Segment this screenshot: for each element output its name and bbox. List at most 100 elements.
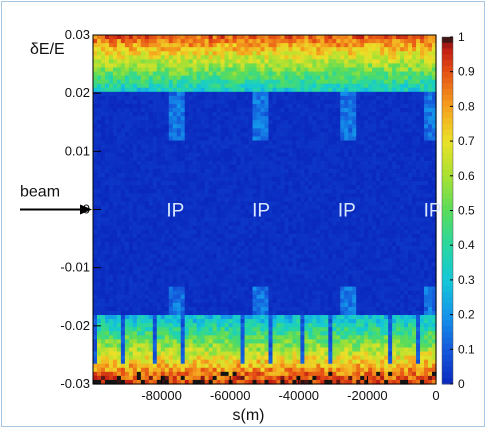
heatmap-cell	[172, 168, 178, 174]
heatmap-cell	[236, 315, 242, 320]
heatmap-cell	[208, 237, 214, 243]
heatmap-cell	[232, 120, 238, 125]
heatmap-cell	[176, 246, 182, 251]
heatmap-cell	[136, 339, 142, 345]
heatmap-cell	[216, 213, 222, 219]
heatmap-cell	[316, 286, 321, 292]
heatmap-cell	[216, 323, 222, 328]
heatmap-cell	[316, 55, 321, 60]
heatmap-cell	[280, 156, 286, 162]
heatmap-cell	[260, 128, 266, 133]
heatmap-cell	[288, 363, 294, 369]
heatmap-cell	[116, 274, 122, 280]
heatmap-cell	[204, 286, 210, 292]
heatmap-cell	[280, 367, 286, 373]
heatmap-cell	[224, 217, 230, 223]
heatmap-cell	[136, 55, 142, 60]
heatmap-cell	[288, 217, 294, 223]
heatmap-cell	[224, 266, 230, 271]
heatmap-cell	[236, 213, 242, 219]
heatmap-cell	[204, 136, 210, 142]
heatmap-cell	[93, 43, 98, 48]
heatmap-cell	[100, 35, 106, 40]
heatmap-cell	[304, 319, 309, 324]
heatmap-cell	[240, 209, 246, 215]
heatmap-cell	[260, 363, 266, 369]
heatmap-cell	[208, 290, 214, 296]
heatmap-cell	[104, 379, 110, 385]
heatmap-cell	[204, 306, 210, 312]
heatmap-cell	[228, 43, 234, 48]
heatmap-cell	[184, 339, 190, 345]
heatmap-cell	[292, 59, 298, 65]
heatmap-cell	[320, 347, 325, 353]
heatmap-cell	[240, 67, 246, 73]
heatmap-cell	[100, 197, 106, 202]
heatmap-cell	[168, 331, 174, 336]
heatmap-cell	[100, 132, 106, 138]
heatmap-cell	[228, 172, 234, 178]
heatmap-cell	[184, 87, 190, 93]
heatmap-cell	[288, 83, 294, 89]
heatmap-cell	[96, 319, 102, 324]
heatmap-cell	[264, 75, 270, 81]
heatmap-cell	[240, 120, 246, 125]
heatmap-cell	[300, 351, 305, 357]
heatmap-cell	[176, 87, 182, 93]
heatmap-cell	[116, 310, 122, 316]
heatmap-cell	[128, 63, 134, 69]
heatmap-cell	[136, 315, 142, 320]
heatmap-cell	[256, 87, 262, 93]
heatmap-cell	[232, 229, 238, 235]
heatmap-cell	[296, 250, 301, 255]
heatmap-cell	[184, 367, 190, 373]
heatmap-cell	[256, 63, 262, 69]
heatmap-cell	[148, 177, 154, 182]
heatmap-cell	[308, 237, 313, 243]
heatmap-cell	[280, 197, 286, 202]
heatmap-cell	[200, 152, 206, 158]
heatmap-cell	[220, 189, 226, 194]
heatmap-cell	[320, 209, 325, 215]
heatmap-cell	[188, 201, 194, 207]
heatmap-cell	[268, 152, 274, 158]
heatmap-cell	[260, 246, 266, 251]
heatmap-cell	[220, 172, 226, 178]
heatmap-cell	[204, 164, 210, 170]
heatmap-cell	[260, 39, 266, 44]
heatmap-cell	[220, 116, 226, 121]
heatmap-cell	[264, 205, 270, 211]
heatmap-cell	[308, 43, 313, 48]
heatmap-cell	[252, 103, 258, 109]
heatmap-cell	[292, 258, 298, 263]
heatmap-cell	[252, 270, 258, 276]
heatmap-cell	[272, 43, 278, 48]
heatmap-cell	[208, 319, 214, 324]
heatmap-cell	[260, 359, 266, 365]
heatmap-cell	[196, 152, 202, 158]
heatmap-cell	[104, 225, 110, 231]
heatmap-cell	[188, 75, 194, 81]
heatmap-cell	[184, 315, 190, 320]
heatmap-cell	[140, 164, 146, 170]
heatmap-cell	[172, 177, 178, 182]
heatmap-cell	[196, 128, 202, 133]
heatmap-cell	[196, 213, 202, 219]
heatmap-cell	[296, 132, 301, 138]
heatmap-cell	[156, 262, 162, 267]
heatmap-cell	[152, 35, 158, 40]
heatmap-cell	[308, 47, 313, 52]
heatmap-cell	[224, 185, 230, 190]
heatmap-cell	[236, 112, 242, 117]
heatmap-cell	[140, 290, 146, 296]
heatmap-cell	[276, 306, 282, 312]
heatmap-cell	[320, 213, 325, 219]
heatmap-cell	[120, 197, 126, 202]
heatmap-cell	[104, 315, 110, 320]
heatmap-cell	[280, 310, 286, 316]
heatmap-cell	[308, 306, 313, 312]
heatmap-cell	[312, 355, 317, 361]
heatmap-cell	[148, 144, 154, 150]
heatmap-cell	[300, 43, 305, 48]
heatmap-cell	[136, 197, 142, 202]
